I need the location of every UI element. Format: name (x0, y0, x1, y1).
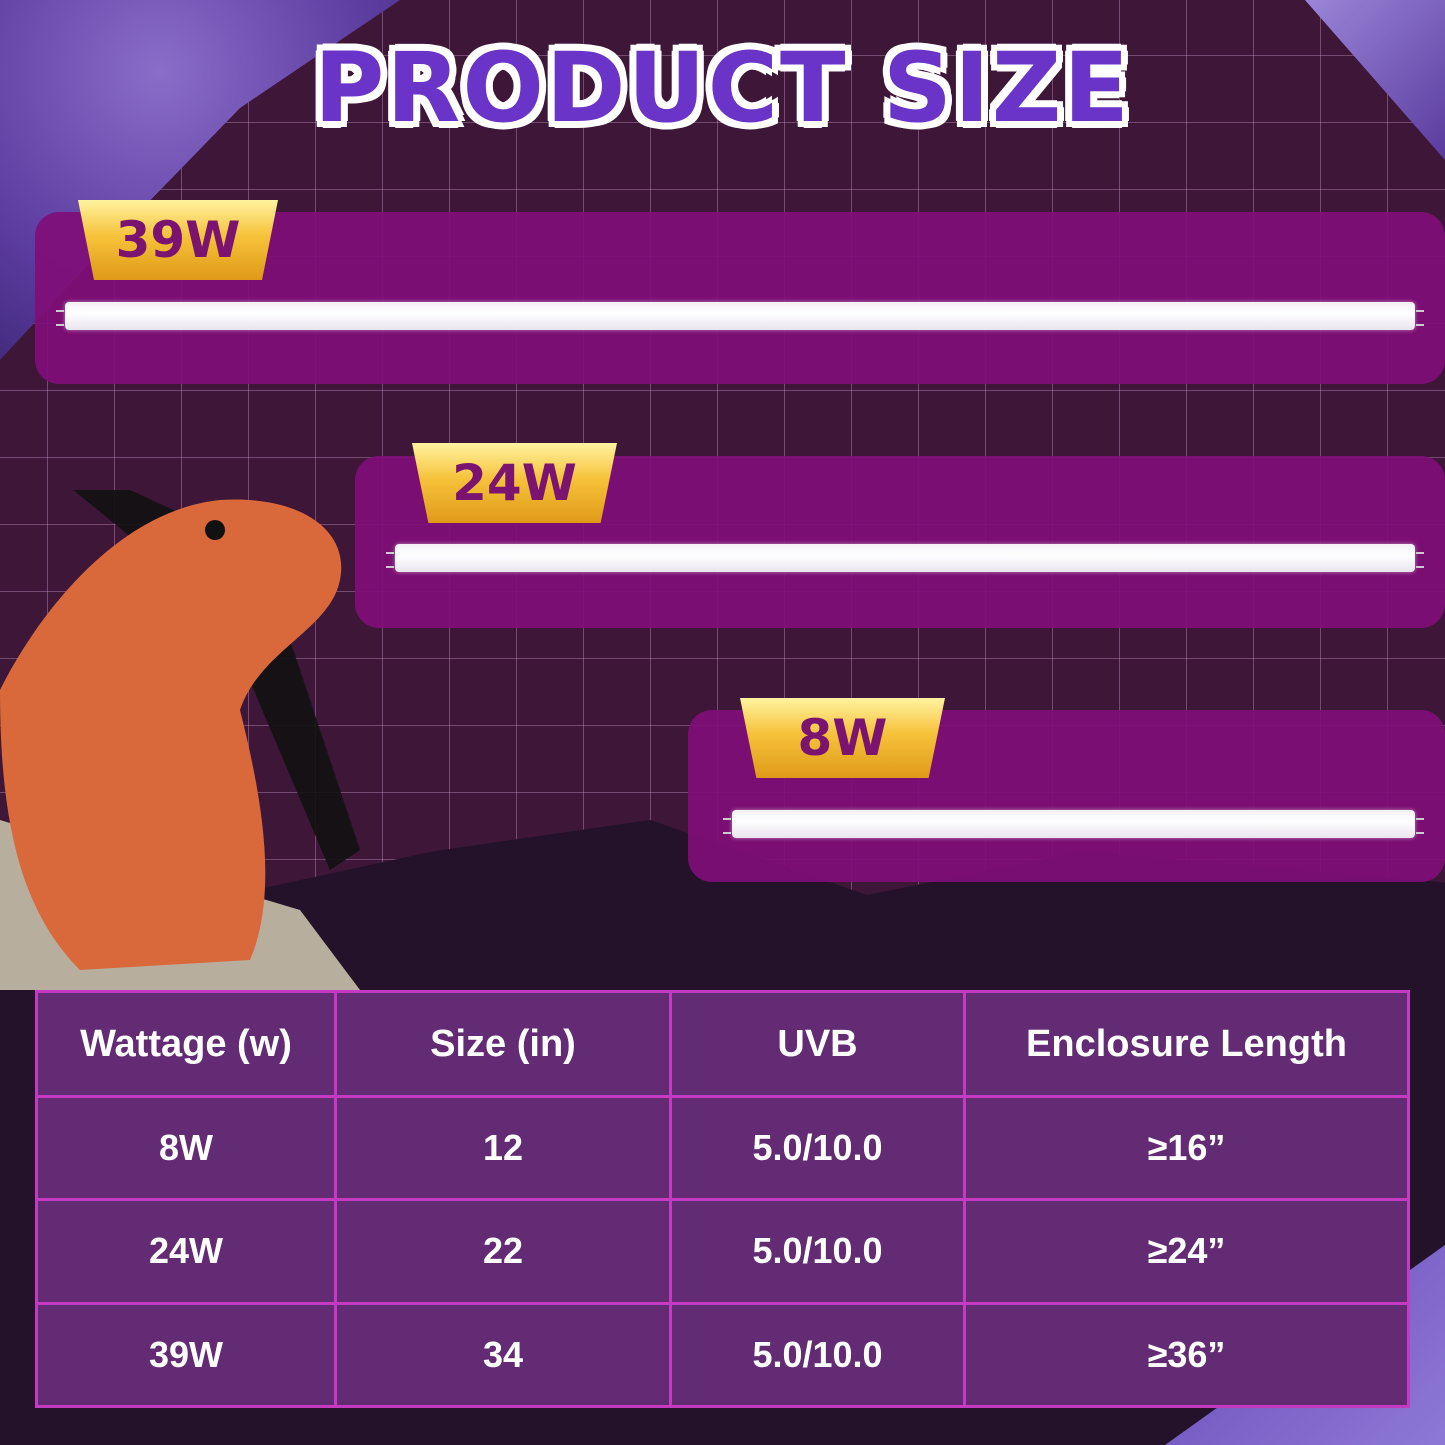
column-header: Size (in) (334, 990, 672, 1098)
lizard-body (0, 499, 342, 970)
uvb-tube-39w (56, 302, 1424, 330)
cell-enclosure: ≥36” (963, 1301, 1410, 1409)
panel-39w (35, 212, 1445, 384)
cell-size: 22 (334, 1198, 672, 1305)
column-header: UVB (669, 990, 966, 1098)
cell-uvb: 5.0/10.0 (669, 1198, 966, 1305)
size-table: Wattage (w) Size (in) UVB Enclosure Leng… (35, 990, 1410, 1409)
uvb-tube-8w (723, 810, 1424, 838)
cell-enclosure: ≥24” (963, 1198, 1410, 1305)
cell-size: 12 (334, 1094, 672, 1202)
lizard-eye (205, 520, 225, 540)
cell-wattage: 24W (35, 1198, 337, 1305)
table-row: 24W 22 5.0/10.0 ≥24” (35, 1198, 1410, 1305)
badge-24w: 24W (412, 443, 617, 523)
table-row: 8W 12 5.0/10.0 ≥16” (35, 1094, 1410, 1202)
table-header-row: Wattage (w) Size (in) UVB Enclosure Leng… (35, 990, 1410, 1098)
cell-wattage: 39W (35, 1301, 337, 1409)
uvb-tube-24w (386, 544, 1424, 572)
cell-enclosure: ≥16” (963, 1094, 1410, 1202)
column-header: Wattage (w) (35, 990, 337, 1098)
table-row: 39W 34 5.0/10.0 ≥36” (35, 1301, 1410, 1409)
badge-39w: 39W (78, 200, 278, 280)
cell-wattage: 8W (35, 1094, 337, 1202)
page-title: PRODUCT SIZE (314, 32, 1131, 144)
cell-uvb: 5.0/10.0 (669, 1094, 966, 1202)
cell-size: 34 (334, 1301, 672, 1409)
column-header: Enclosure Length (963, 990, 1410, 1098)
bearded-dragon-image (0, 490, 360, 990)
badge-8w: 8W (740, 698, 945, 778)
cell-uvb: 5.0/10.0 (669, 1301, 966, 1409)
